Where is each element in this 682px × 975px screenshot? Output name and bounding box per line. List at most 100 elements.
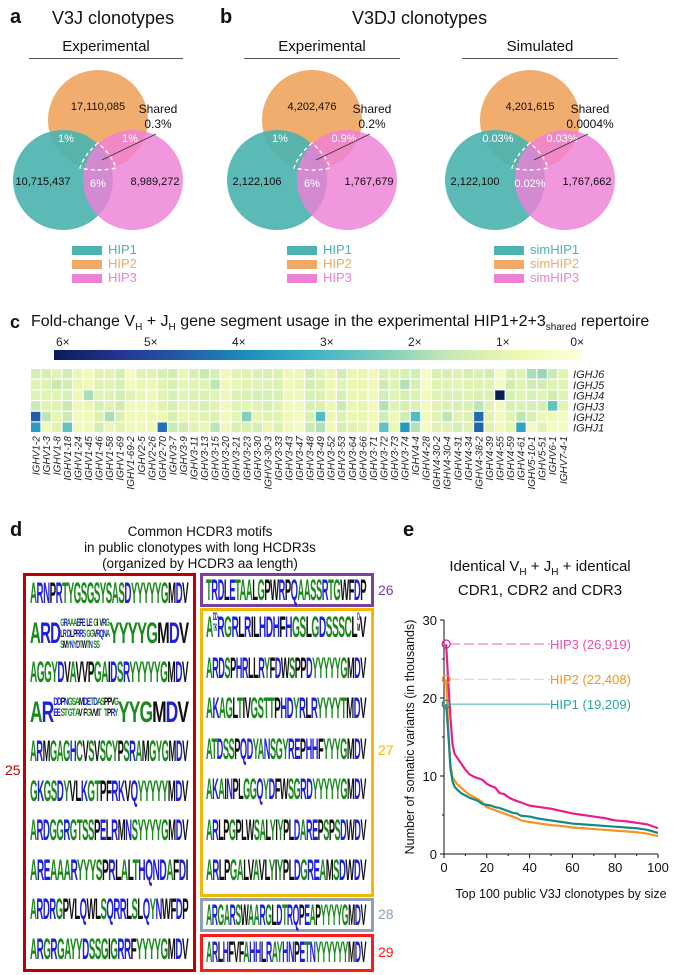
amino-acid: S — [228, 732, 235, 766]
amino-acid: D — [353, 854, 361, 887]
heatmap-column-label: IGHV4-55 — [495, 436, 506, 481]
amino-acid: D — [274, 651, 282, 685]
amino-acid: P — [117, 735, 124, 768]
amino-acid: A — [66, 616, 71, 629]
panel-a-subtitle: Experimental — [62, 38, 150, 55]
legend-label: simHIP3 — [530, 270, 580, 285]
amino-acid: R — [36, 932, 44, 966]
heatmap-cell — [83, 411, 94, 422]
venn-diagram-a: 17,110,085 10,715,437 8,989,272 1% 1% 6% Share… — [13, 70, 183, 230]
heatmap-cell — [379, 379, 389, 390]
legend-swatch — [287, 245, 317, 255]
heatmap-column-label: IGHV2-5 — [137, 436, 148, 475]
amino-acid: Y — [149, 893, 156, 926]
amino-acid: V — [69, 774, 76, 808]
heatmap-cell — [115, 411, 125, 422]
heatmap-cell — [210, 411, 220, 422]
line-chart-e: 0 10 20 30 0 20 40 60 80 100 Number of somatic var… — [403, 613, 669, 900]
panel-d-title: Common HCDR3 motifs in public clonotypes… — [60, 524, 340, 572]
amino-acid: L — [253, 651, 259, 685]
heatmap-cell — [421, 411, 431, 422]
amino-acid: N — [309, 936, 316, 969]
amino-acid: R — [117, 932, 125, 966]
heatmap-cell — [52, 390, 62, 400]
amino-acid: A — [206, 854, 213, 887]
heatmap-column-label: IGHV5-51 — [538, 436, 549, 480]
heatmap-cell — [558, 369, 568, 379]
amino-acid: E — [299, 936, 305, 969]
amino-acid: V — [78, 706, 82, 719]
amino-acid: T — [304, 936, 310, 969]
heatmap-cell — [453, 369, 463, 379]
logo-stack: AS IT — [97, 696, 105, 719]
heatmap-column-label: IGHV4-30-2 — [432, 436, 443, 490]
amino-acid: W — [161, 893, 171, 926]
amino-acid: G — [228, 813, 236, 847]
panel-a-letter: a — [10, 6, 22, 28]
amino-acid: P — [264, 574, 271, 607]
heatmap-cell — [199, 411, 210, 422]
venn-overlap-hip2-hip3: 0.03% — [546, 133, 577, 145]
panel-e-title-line2: CDR1, CDR2 and CDR3 — [457, 582, 623, 599]
heatmap-cell — [220, 401, 231, 411]
amino-acid: Y — [334, 732, 341, 766]
heatmap-cell — [463, 401, 473, 411]
amino-acid: D — [246, 732, 254, 766]
heatmap-cell — [168, 379, 178, 390]
amino-acid: H — [280, 692, 287, 725]
amino-acid: V — [68, 893, 75, 926]
legend-label: HIP3 — [108, 270, 137, 285]
heatmap-column-label: IGHV1-69 — [116, 436, 127, 481]
length-label-25: 25 — [5, 762, 21, 778]
amino-acid: Y — [329, 651, 335, 685]
amino-acid: V — [177, 695, 189, 729]
heatmap-cell — [294, 369, 305, 379]
colorbar-gradient — [54, 350, 582, 360]
amino-acid: D — [175, 577, 183, 610]
heatmap-cell — [168, 411, 178, 422]
logo-stack: FE RS TW — [79, 617, 87, 651]
amino-acid: K — [80, 774, 88, 808]
logo-stack: PN ST — [61, 696, 69, 719]
amino-acid: P — [103, 695, 108, 708]
amino-acid: P — [282, 854, 289, 887]
legend-label: simHIP1 — [530, 242, 580, 257]
amino-acid: R — [102, 616, 106, 629]
heatmap-cell — [484, 379, 494, 390]
amino-acid: A — [297, 574, 305, 607]
heatmap-cell — [336, 401, 347, 411]
motif-logo-row: TRDLETAALGPWRPQAASSRTGWFDP — [206, 574, 367, 607]
motif-logo-row: ARLPGPLWSALYIYPLDAREPSPSDWDV — [206, 813, 367, 847]
logo-stack-line: GS — [68, 696, 76, 708]
amino-acid: P — [223, 813, 229, 847]
logo-stack-line: GG — [86, 628, 94, 640]
amino-acid: D — [354, 899, 361, 932]
heatmap-cell — [505, 390, 516, 400]
amino-acid: Q — [145, 853, 153, 887]
logo-stack-line: AE — [73, 617, 80, 629]
heatmap-cell — [463, 411, 473, 422]
heatmap-cell — [474, 390, 484, 400]
heatmap-cell — [41, 401, 51, 411]
amino-acid: V — [360, 651, 366, 685]
amino-acid: R — [229, 899, 236, 932]
venn-count-hip3: 8,989,272 — [131, 176, 180, 188]
amino-acid: P — [87, 656, 95, 689]
logo-stack-line: VG — [111, 696, 119, 708]
heatmap-cell — [263, 422, 273, 432]
heatmap-cell — [410, 411, 421, 422]
motif-logo-row: ARDGGRGTSSPELRMNSYYYYGMDV — [30, 814, 189, 847]
shared-pointer-line — [315, 133, 371, 161]
amino-acid: F — [269, 651, 276, 685]
y-tick-label: 20 — [423, 691, 437, 706]
heatmap-cell — [368, 390, 378, 400]
heatmap-cell — [537, 390, 547, 400]
heatmap-cell — [400, 401, 410, 411]
amino-acid: I — [250, 611, 254, 644]
amino-acid: R — [259, 899, 266, 932]
heatmap-cell — [336, 390, 347, 400]
heatmap-cell — [31, 390, 41, 400]
amino-acid: W — [280, 651, 290, 685]
amino-acid: S — [88, 814, 94, 847]
heatmap-cell — [358, 401, 368, 411]
